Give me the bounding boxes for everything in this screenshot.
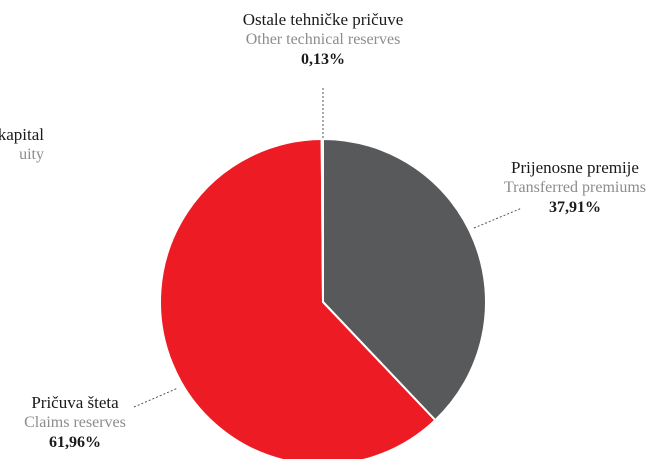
label-en: Claims reserves — [24, 414, 126, 432]
leader-lines — [133, 88, 523, 408]
slice-transferred-premiums — [322, 137, 487, 422]
label-other-technical-reserves: Ostale tehničke pričuve Other technical … — [213, 10, 433, 69]
label-hr: Prijenosne premije — [511, 158, 639, 177]
slice-claims-reserves — [158, 137, 437, 459]
label-capital-cropped: kapital uity — [0, 125, 44, 165]
pie-slices — [158, 137, 487, 459]
data-label-percent: 0,13% — [301, 50, 345, 68]
label-claims-reserves: Pričuva šteta Claims reserves 61,96% — [0, 393, 150, 452]
label-en: uity — [19, 146, 44, 164]
data-label-percent: 37,91% — [549, 198, 601, 216]
label-en: Other technical reserves — [245, 31, 401, 49]
data-label-percent: 61,96% — [49, 433, 101, 451]
label-hr: kapital — [0, 125, 44, 144]
label-transferred-premiums: Prijenosne premije Transferred premiums … — [480, 158, 670, 217]
label-hr: Pričuva šteta — [31, 393, 119, 412]
label-hr: Ostale tehničke pričuve — [242, 10, 404, 29]
leader-line-transferred-premiums — [473, 207, 523, 229]
slice-other-technical-reserves — [320, 137, 324, 303]
label-en: Transferred premiums — [503, 179, 647, 197]
